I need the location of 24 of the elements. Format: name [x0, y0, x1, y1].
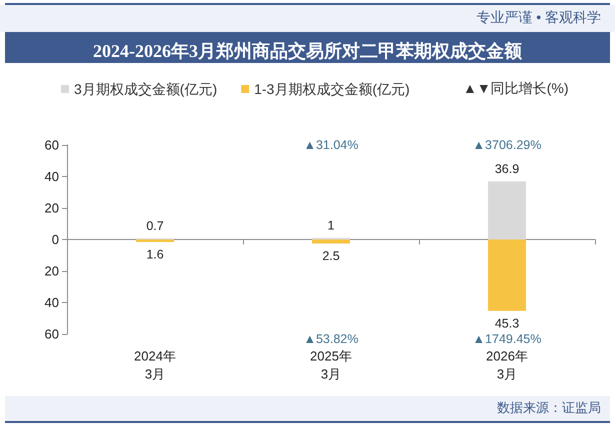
annotation: ▲3706.29%: [472, 138, 542, 152]
chart-title: 2024-2026年3月郑州商品交易所对二甲苯期权成交金额: [93, 41, 523, 61]
legend-label: 1-3月期权成交金额(亿元): [254, 81, 410, 97]
x-tick-label: 2026年 3月: [486, 348, 528, 382]
annotation: ▲1749.45%: [472, 332, 542, 346]
text: 专业严谨 • 客观科学: [476, 9, 602, 25]
bar: [136, 240, 174, 242]
data-label: 45.3: [494, 316, 520, 330]
data-label: 1.6: [146, 248, 164, 262]
y-tick-label: 40: [44, 169, 59, 184]
data-label: 0.7: [146, 218, 164, 233]
annotation: ▲31.04%: [304, 138, 358, 152]
annotation: ▲53.82%: [304, 332, 358, 346]
y-tick-label: 20: [44, 200, 59, 216]
y-tick-label: 0: [52, 232, 59, 247]
legend-label: 3月期权成交金额(亿元): [74, 81, 218, 97]
data-label: 2.5: [322, 248, 340, 263]
data-label: 36.9: [494, 162, 520, 176]
source-note: 数据来源：证监局: [497, 400, 601, 415]
x-tick-label: 2025年 3月: [310, 348, 352, 382]
text: ▲▼同比增长(%): [463, 80, 568, 96]
y-tick-label: 60: [44, 138, 59, 152]
x-tick-label: 2024年 3月: [134, 348, 176, 382]
data-label: 1: [328, 218, 335, 232]
